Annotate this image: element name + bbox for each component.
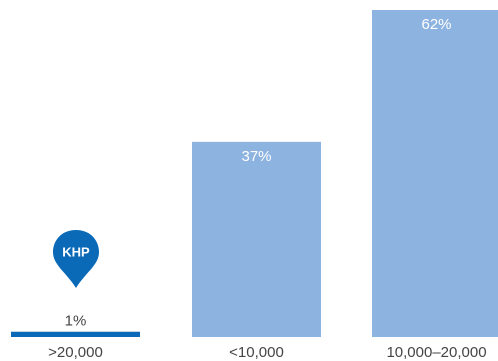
value-label-1: 37%: [241, 148, 271, 165]
bar-1: [192, 141, 321, 337]
category-label-0: >20,000: [48, 344, 103, 361]
category-label-1: <10,000: [229, 344, 284, 361]
bars-group: [11, 10, 498, 337]
bar-0: [11, 331, 140, 337]
location-marker: KHP: [53, 230, 99, 288]
value-label-0: 1%: [65, 313, 87, 330]
category-labels-group: >20,000 <10,000 10,000–20,000: [48, 344, 486, 361]
value-labels-group: 1% 37% 62%: [65, 16, 452, 330]
value-label-2: 62%: [421, 16, 451, 33]
bar-2: [372, 10, 498, 337]
category-label-2: 10,000–20,000: [386, 344, 486, 361]
map-pin-icon: [53, 230, 99, 288]
marker-label: KHP: [62, 244, 90, 259]
